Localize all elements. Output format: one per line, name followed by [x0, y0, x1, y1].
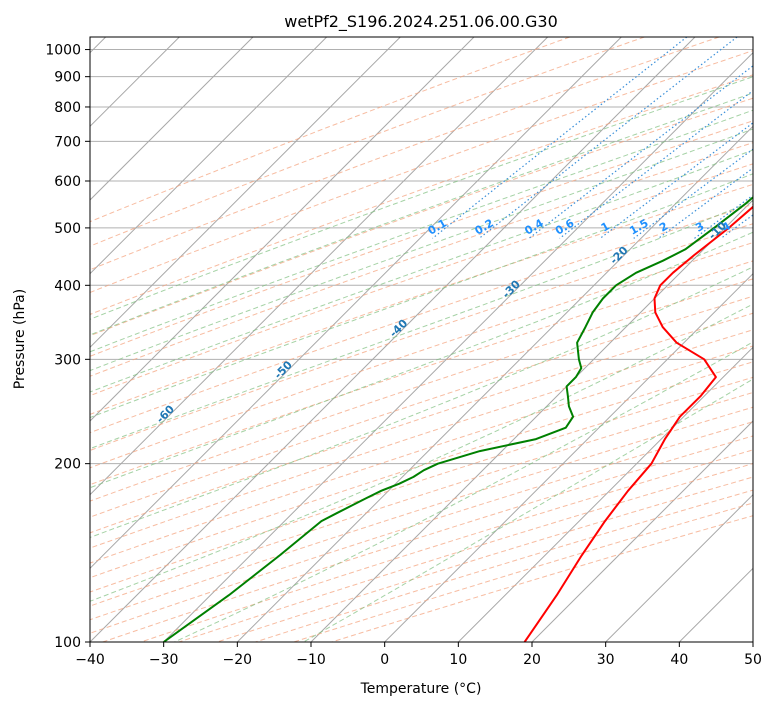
- x-axis: −40 −30 −20 −10 0 10 20 30 40 50: [75, 642, 762, 668]
- x-tick-label: −40: [75, 652, 105, 668]
- mixing-ratio-line: [658, 167, 753, 239]
- x-tick-label: −20: [223, 652, 253, 668]
- dry-adiabat: [90, 50, 753, 294]
- x-tick-label: −10: [296, 652, 326, 668]
- dewpoint-line: [163, 195, 753, 642]
- moist-adiabat: [90, 128, 753, 372]
- isotherm-line: [310, 199, 753, 642]
- isotherm-line: [384, 272, 753, 642]
- mixing-ratio-line: [478, 37, 738, 239]
- thermo-guides-layer: [90, 37, 753, 642]
- y-tick-label: 800: [54, 100, 81, 116]
- isotherm-line: [163, 51, 753, 642]
- y-tick-label: 900: [54, 70, 81, 86]
- y-axis-label: Pressure (hPa): [12, 289, 28, 389]
- dry-adiabat: [90, 361, 753, 579]
- y-tick-label: 400: [54, 278, 81, 294]
- isotherm-line: [457, 346, 753, 642]
- isotherm-line: [90, 37, 622, 570]
- x-tick-label: 50: [744, 652, 762, 668]
- y-tick-label: 100: [54, 635, 81, 651]
- y-tick-label: 600: [54, 174, 81, 190]
- series-layer: [163, 195, 753, 642]
- y-tick-label: 200: [54, 457, 81, 473]
- dry-adiabat: [90, 345, 753, 564]
- isotherm-line: [90, 37, 696, 642]
- moist-adiabat: [90, 76, 753, 320]
- y-axis: 1000 900 800 700 600 500 400 300 200 100: [45, 43, 90, 651]
- chart-title: wetPf2_S196.2024.251.06.00.G30: [284, 12, 558, 32]
- x-tick-label: 10: [449, 652, 467, 668]
- y-tick-label: 700: [54, 134, 81, 150]
- dry-adiabat: [90, 242, 753, 469]
- moist-adiabat: [90, 200, 753, 450]
- mixing-ratio-line: [559, 89, 753, 239]
- dry-adiabat: [90, 142, 753, 377]
- x-tick-label: 0: [380, 652, 389, 668]
- temperature-line: [523, 205, 753, 642]
- moist-adiabat: [303, 378, 753, 642]
- dry-adiabat: [90, 329, 753, 549]
- y-tick-label: 1000: [45, 43, 81, 59]
- isotherm-line: [605, 493, 753, 642]
- dry-adiabat: [90, 295, 753, 518]
- isotherm-line: [90, 37, 328, 275]
- moist-adiabat: [90, 266, 753, 539]
- dry-adiabat: [90, 391, 753, 607]
- dry-adiabat: [90, 37, 570, 223]
- x-tick-label: 20: [523, 652, 541, 668]
- isotherm-line: [90, 37, 549, 496]
- moist-adiabat: [90, 173, 753, 419]
- y-tick-label: 500: [54, 221, 81, 237]
- y-tick-label: 300: [54, 352, 81, 368]
- dry-adiabat: [90, 97, 753, 337]
- x-tick-label: 30: [597, 652, 615, 668]
- plot-frame: [89, 36, 754, 643]
- dry-adiabat: [90, 37, 720, 271]
- isotherm-line: [236, 125, 753, 642]
- x-tick-label: −30: [149, 652, 179, 668]
- x-tick-label: 40: [670, 652, 688, 668]
- moist-adiabat: [90, 149, 753, 393]
- isotherm-line: [531, 420, 753, 642]
- dry-adiabat: [90, 203, 753, 434]
- dry-adiabat: [90, 223, 753, 451]
- dry-adiabat: [90, 163, 753, 397]
- x-axis-label: Temperature (°C): [360, 681, 482, 697]
- dry-adiabat: [90, 376, 753, 593]
- dry-adiabat: [90, 278, 753, 502]
- moist-adiabat: [90, 231, 753, 489]
- isotherm-line: [90, 37, 254, 201]
- dry-adiabat: [90, 312, 753, 534]
- moist-adiabat: [174, 341, 753, 642]
